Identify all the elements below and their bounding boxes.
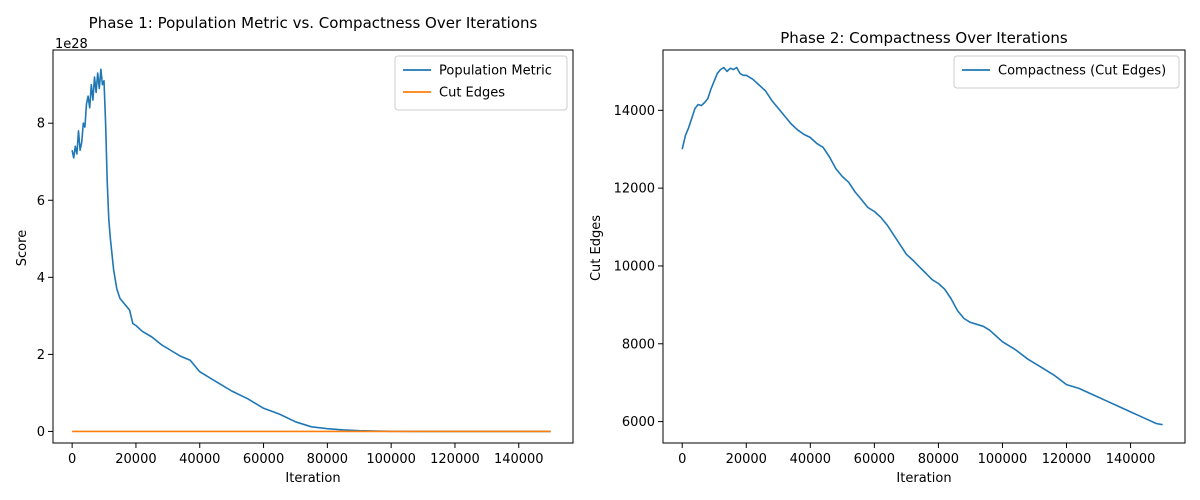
x-tick-label: 40000 — [179, 452, 220, 467]
chart-phase-1: Phase 1: Population Metric vs. Compactne… — [15, 14, 574, 486]
x-tick-label: 0 — [68, 452, 76, 467]
chart-title: Phase 2: Compactness Over Iterations — [780, 29, 1068, 47]
offset-text: 1e28 — [55, 37, 88, 52]
x-tick-label: 120000 — [1042, 452, 1092, 467]
series-line-1 — [681, 66, 1163, 426]
x-tick-label: 0 — [678, 452, 686, 467]
x-tick-label: 20000 — [726, 452, 767, 467]
y-tick-label: 8 — [37, 117, 45, 132]
x-tick-label: 100000 — [366, 452, 416, 467]
legend-box — [953, 55, 1180, 89]
x-axis-title: Iteration — [285, 471, 340, 486]
y-tick-label: 14000 — [614, 104, 655, 119]
y-tick-label: 12000 — [614, 182, 655, 197]
y-tick-label: 6000 — [622, 415, 655, 430]
x-tick-label: 80000 — [918, 452, 959, 467]
y-tick-label: 6 — [37, 194, 45, 209]
y-tick-label: 10000 — [614, 259, 655, 274]
y-tick-label: 4 — [37, 271, 45, 286]
chart-phase-2: Phase 2: Compactness Over Iterations 0 20… — [589, 29, 1186, 486]
series-line-1 — [71, 68, 551, 433]
legend-label: Population Metric — [439, 64, 552, 79]
y-axis-title: Score — [15, 230, 30, 266]
y-axis-title: Cut Edges — [589, 215, 604, 281]
legend-box — [394, 55, 568, 111]
x-tick-label: 20000 — [115, 452, 156, 467]
legend-label: Compactness (Cut Edges) — [998, 64, 1166, 79]
x-tick-label: 60000 — [854, 452, 895, 467]
chart-title: Phase 1: Population Metric vs. Compactne… — [89, 14, 538, 32]
y-tick-label: 0 — [37, 425, 45, 440]
legend: Compactness (Cut Edges) — [953, 55, 1180, 89]
x-tick-label: 100000 — [978, 452, 1028, 467]
y-tick-label: 8000 — [622, 337, 655, 352]
x-tick-label: 140000 — [494, 452, 544, 467]
x-tick-label: 60000 — [243, 452, 284, 467]
legend-label: Cut Edges — [439, 86, 505, 101]
legend: Population Metric Cut Edges — [394, 55, 568, 111]
x-tick-label: 40000 — [790, 452, 831, 467]
x-tick-label: 80000 — [307, 452, 348, 467]
plot-frame — [52, 49, 574, 444]
y-tick-label: 2 — [37, 348, 45, 363]
x-axis-title: Iteration — [896, 471, 951, 486]
x-tick-label: 120000 — [430, 452, 480, 467]
plot-frame — [662, 49, 1186, 444]
x-tick-label: 140000 — [1106, 452, 1156, 467]
